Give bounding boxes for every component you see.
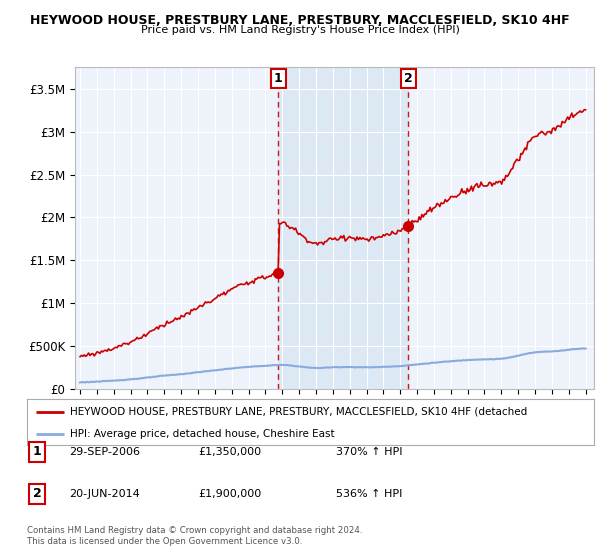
Text: 2: 2	[404, 72, 413, 85]
Text: Contains HM Land Registry data © Crown copyright and database right 2024.
This d: Contains HM Land Registry data © Crown c…	[27, 526, 362, 546]
Text: HPI: Average price, detached house, Cheshire East: HPI: Average price, detached house, Ches…	[70, 429, 334, 438]
Text: 20-JUN-2014: 20-JUN-2014	[69, 489, 140, 499]
Text: HEYWOOD HOUSE, PRESTBURY LANE, PRESTBURY, MACCLESFIELD, SK10 4HF: HEYWOOD HOUSE, PRESTBURY LANE, PRESTBURY…	[30, 14, 570, 27]
Text: £1,900,000: £1,900,000	[198, 489, 261, 499]
Text: 1: 1	[33, 445, 41, 459]
Text: Price paid vs. HM Land Registry's House Price Index (HPI): Price paid vs. HM Land Registry's House …	[140, 25, 460, 35]
Text: 1: 1	[274, 72, 283, 85]
Bar	[278, 67, 408, 389]
Text: 2: 2	[33, 487, 41, 501]
Text: HEYWOOD HOUSE, PRESTBURY LANE, PRESTBURY, MACCLESFIELD, SK10 4HF (detached: HEYWOOD HOUSE, PRESTBURY LANE, PRESTBURY…	[70, 407, 527, 417]
Text: £1,350,000: £1,350,000	[198, 447, 261, 457]
Text: 370% ↑ HPI: 370% ↑ HPI	[336, 447, 403, 457]
Text: 536% ↑ HPI: 536% ↑ HPI	[336, 489, 403, 499]
Text: 29-SEP-2006: 29-SEP-2006	[69, 447, 140, 457]
